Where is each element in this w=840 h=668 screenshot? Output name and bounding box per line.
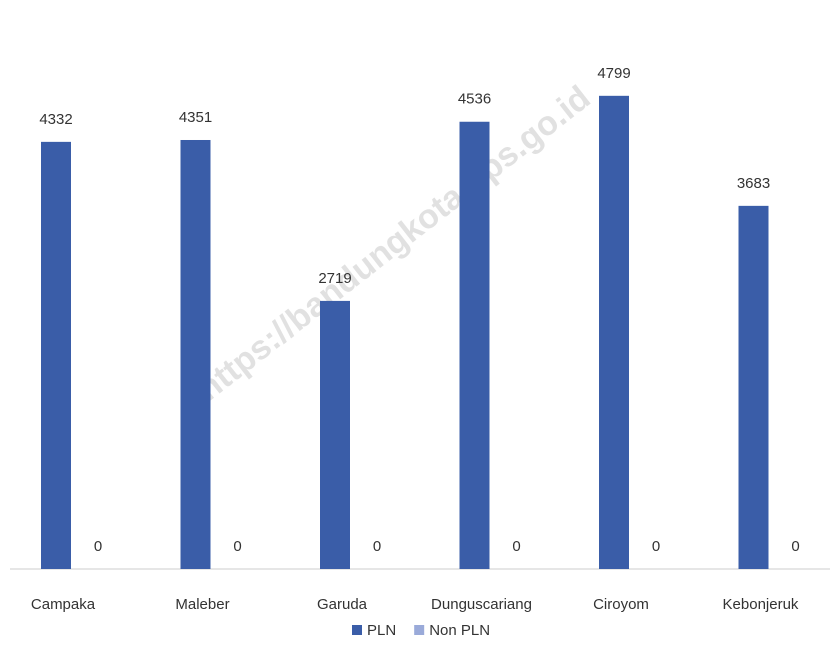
value-label: 4332	[39, 111, 72, 128]
value-label: 4536	[458, 91, 491, 108]
bar	[459, 121, 490, 569]
x-tick-label: Kebonjeruk	[723, 596, 799, 613]
legend-label: Non PLN	[429, 622, 490, 639]
value-label: 0	[233, 538, 241, 555]
bar	[320, 300, 350, 569]
value-label: 2719	[318, 270, 351, 287]
value-label: 0	[652, 538, 660, 555]
x-tick-label: Dunguscariang	[431, 596, 532, 613]
value-label: 4799	[597, 65, 630, 82]
legend-swatch	[352, 625, 362, 635]
bar	[599, 95, 629, 569]
bar	[180, 139, 211, 569]
x-tick-label: Campaka	[31, 596, 96, 613]
bar	[41, 141, 71, 569]
legend-swatch	[414, 625, 425, 635]
x-tick-label: Maleber	[175, 596, 229, 613]
value-label: 4351	[179, 109, 212, 126]
legend-label: PLN	[367, 622, 396, 639]
value-label: 3683	[737, 175, 770, 192]
value-label: 0	[373, 538, 381, 555]
x-tick-label: Garuda	[317, 596, 368, 613]
bar	[738, 205, 769, 569]
watermark: https://bandungkota.bps.go.id	[190, 78, 597, 408]
x-tick-label: Ciroyom	[593, 596, 649, 613]
value-label: 0	[94, 538, 102, 555]
value-label: 0	[791, 538, 799, 555]
value-label: 0	[512, 538, 520, 555]
